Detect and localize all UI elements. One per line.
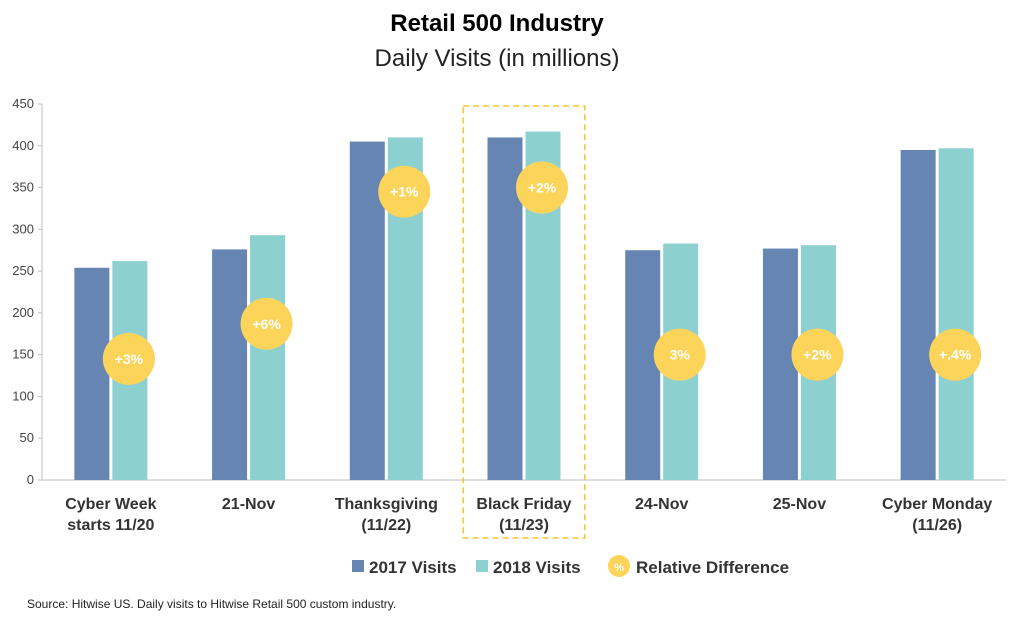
- y-tick-label: 300: [12, 221, 34, 236]
- bar-2017-visits: [900, 149, 936, 480]
- chart-title: Retail 500 Industry: [390, 10, 604, 37]
- y-tick-label: 400: [12, 138, 34, 153]
- relative-difference-label: +1%: [390, 184, 419, 200]
- relative-difference-label: +2%: [528, 180, 557, 196]
- legend-swatch-circle: [608, 555, 630, 577]
- x-category-label: (11/22): [361, 517, 411, 534]
- x-category-label: (11/26): [912, 517, 962, 534]
- bar-2017-visits: [349, 141, 385, 480]
- relative-difference-badge: [791, 328, 844, 381]
- bar-2017-visits: [487, 137, 523, 480]
- x-category-label: (11/23): [499, 517, 549, 534]
- y-tick-label: 0: [27, 472, 34, 487]
- highlight-box-black-friday: [462, 105, 586, 539]
- bar-2017-visits: [74, 267, 110, 480]
- y-tick-label: 100: [12, 388, 34, 403]
- x-category-label: 21-Nov: [222, 496, 275, 513]
- source-note: Source: Hitwise US. Daily visits to Hitw…: [27, 597, 396, 611]
- x-category-label: 25-Nov: [773, 496, 826, 513]
- relative-difference-badge: [102, 332, 155, 385]
- relative-difference-badge: [653, 328, 706, 381]
- relative-difference-label: +3%: [115, 351, 144, 367]
- bar-2017-visits: [762, 248, 798, 480]
- legend: 2017 Visits 2018 Visits% Relative Differen…: [352, 555, 789, 577]
- y-tick-label: 450: [12, 96, 34, 111]
- x-category-label: Cyber Week: [65, 496, 156, 513]
- relative-difference-label: +2%: [803, 347, 832, 363]
- relative-difference-badge: [378, 165, 431, 218]
- plot-area: 0 50 100 150 200 250 300 350 400 450 Cyber Week sta…: [12, 96, 1006, 539]
- relative-difference-badge: [240, 297, 293, 350]
- legend-label: Relative Difference: [636, 558, 789, 577]
- x-category-label: Cyber Monday: [882, 496, 992, 513]
- relative-difference-label: 3%: [670, 347, 691, 363]
- relative-difference-badge: [516, 161, 568, 214]
- x-category-label: Thanksgiving: [335, 496, 438, 513]
- legend-swatch: [476, 560, 488, 572]
- bar-2018-visits: [938, 148, 974, 481]
- x-category-label: 24-Nov: [635, 496, 688, 513]
- relative-difference-label: +6%: [252, 316, 281, 332]
- bar-2017-visits: [212, 249, 248, 480]
- x-category-label: starts 11/20: [67, 517, 154, 534]
- relative-difference-badge: [929, 328, 982, 381]
- legend-label: 2018 Visits: [493, 558, 581, 577]
- legend-label: 2017 Visits: [369, 558, 457, 577]
- y-tick-label: 200: [12, 305, 34, 320]
- y-tick-label: 350: [12, 180, 34, 195]
- x-category-label: Black Friday: [476, 496, 571, 513]
- chart-subtitle: Daily Visits (in millions): [375, 45, 620, 72]
- relative-difference-label: +.4%: [939, 347, 972, 363]
- y-tick-label: 250: [12, 263, 34, 278]
- bar-2017-visits: [625, 250, 661, 480]
- y-tick-label: 150: [12, 347, 34, 362]
- bar-2018-visits: [250, 235, 286, 480]
- y-tick-label: 50: [20, 430, 34, 445]
- legend-swatch: [352, 560, 364, 572]
- legend-percent-symbol: %: [614, 562, 624, 574]
